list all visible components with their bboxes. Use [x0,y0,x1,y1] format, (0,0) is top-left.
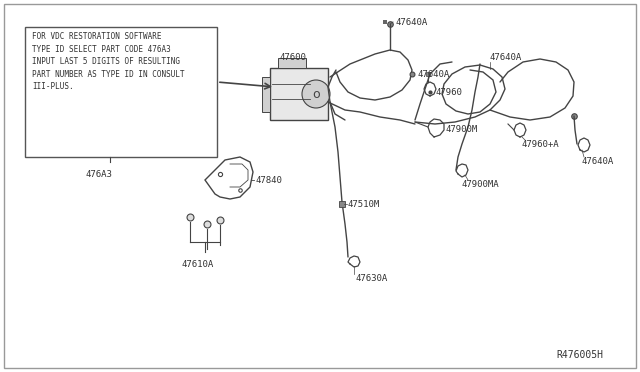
Text: R476005H: R476005H [556,350,603,360]
Bar [262,77,270,112]
Text: 47960+A: 47960+A [522,140,559,149]
Circle shape [302,80,330,108]
Bar [25,27,217,157]
Text: 47640A: 47640A [418,70,451,78]
Text: 47840: 47840 [256,176,283,185]
Text: 47900M: 47900M [445,125,477,134]
Text: 47510M: 47510M [347,199,380,208]
Text: 47640A: 47640A [490,53,522,62]
Text: 47640A: 47640A [396,17,428,26]
Text: 47630A: 47630A [355,274,387,283]
Text: 47900MA: 47900MA [462,180,500,189]
Text: 476A3: 476A3 [85,170,112,179]
Text: o: o [312,87,320,100]
Bar [270,68,328,120]
Text: FOR VDC RESTORATION SOFTWARE
TYPE ID SELECT PART CODE 476A3
INPUT LAST 5 DIGITS : FOR VDC RESTORATION SOFTWARE TYPE ID SEL… [32,32,184,91]
Text: 47600: 47600 [280,53,307,62]
Text: 47640A: 47640A [582,157,614,166]
Text: 47960: 47960 [435,87,462,96]
Bar [278,58,306,68]
Text: 47610A: 47610A [182,260,214,269]
